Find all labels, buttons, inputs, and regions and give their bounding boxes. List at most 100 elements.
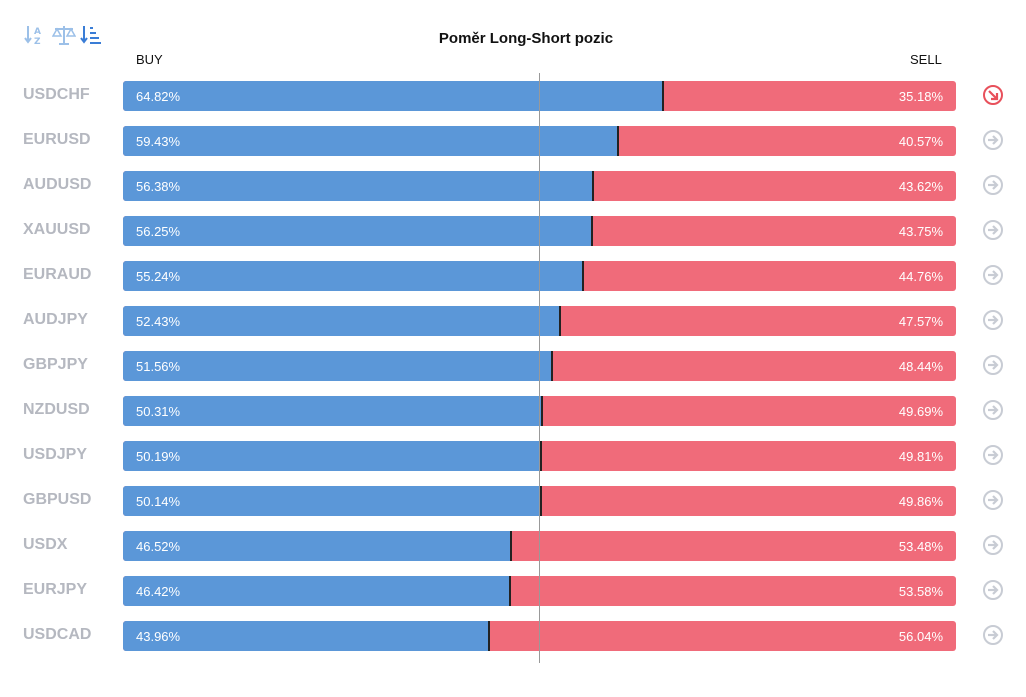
arrow-down-right-icon[interactable]: [982, 84, 1004, 106]
ratio-row[interactable]: XAUUSD 56.25% 43.75%: [0, 215, 1026, 247]
svg-text:A: A: [34, 27, 41, 37]
ratio-row[interactable]: GBPJPY 51.56% 48.44%: [0, 350, 1026, 382]
sell-percent-label: 43.62%: [898, 179, 943, 194]
buy-header-label: BUY: [136, 52, 163, 67]
arrow-right-icon[interactable]: [982, 264, 1004, 286]
ratio-row[interactable]: USDJPY 50.19% 49.81%: [0, 440, 1026, 472]
sell-percent-label: 49.81%: [898, 449, 943, 464]
sell-percent-label: 43.75%: [898, 224, 943, 239]
symbol-label: EURUSD: [23, 131, 91, 148]
ratio-divider: [488, 621, 491, 651]
symbol-label: EURJPY: [23, 581, 88, 598]
buy-segment: [123, 576, 510, 606]
buy-percent-label: 56.25%: [136, 224, 181, 239]
buy-segment: [123, 621, 490, 651]
sell-percent-label: 47.57%: [898, 314, 943, 329]
sell-percent-label: 48.44%: [898, 359, 943, 374]
buy-segment: [123, 126, 619, 156]
arrow-right-icon[interactable]: [982, 489, 1004, 511]
sell-percent-label: 49.86%: [898, 494, 943, 509]
ratio-divider: [590, 216, 593, 246]
buy-percent-label: 46.52%: [136, 539, 181, 554]
ratio-bar: 46.52% 53.48%: [123, 531, 956, 561]
arrow-right-icon[interactable]: [982, 534, 1004, 556]
sell-percent-label: 44.76%: [898, 269, 943, 284]
sell-percent-label: 53.58%: [898, 584, 943, 599]
arrow-right-icon[interactable]: [982, 309, 1004, 331]
buy-segment: [123, 171, 593, 201]
symbol-label: NZDUSD: [23, 401, 90, 418]
sort-alpha-icon[interactable]: A Z: [24, 23, 46, 47]
ratio-divider: [539, 486, 542, 516]
symbol-label: USDJPY: [23, 446, 88, 463]
buy-percent-label: 46.42%: [136, 584, 181, 599]
sell-percent-label: 40.57%: [898, 134, 943, 149]
symbol-label: EURAUD: [23, 266, 92, 283]
ratio-divider: [558, 306, 561, 336]
buy-percent-label: 55.24%: [136, 269, 181, 284]
buy-percent-label: 50.19%: [136, 449, 181, 464]
arrow-right-icon[interactable]: [982, 399, 1004, 421]
ratio-row[interactable]: AUDUSD 56.38% 43.62%: [0, 170, 1026, 202]
ratio-row[interactable]: EURAUD 55.24% 44.76%: [0, 260, 1026, 292]
symbol-label: GBPUSD: [23, 491, 92, 508]
ratio-row[interactable]: GBPUSD 50.14% 49.86%: [0, 485, 1026, 517]
buy-segment: [123, 261, 584, 291]
symbol-label: GBPJPY: [23, 356, 88, 373]
ratio-row[interactable]: USDCAD 43.96% 56.04%: [0, 620, 1026, 652]
arrow-right-icon[interactable]: [982, 579, 1004, 601]
symbol-label: USDCAD: [23, 626, 92, 643]
sell-header-label: SELL: [910, 52, 942, 67]
buy-percent-label: 50.14%: [136, 494, 181, 509]
ratio-divider: [551, 351, 554, 381]
buy-segment: [123, 81, 663, 111]
ratio-divider: [582, 261, 585, 291]
arrow-right-icon[interactable]: [982, 174, 1004, 196]
symbol-label: USDX: [23, 536, 68, 553]
buy-percent-label: 50.31%: [136, 404, 181, 419]
sort-toolbar: A Z: [24, 23, 102, 47]
symbol-label: USDCHF: [23, 86, 90, 103]
ratio-divider: [617, 126, 620, 156]
symbol-label: XAUUSD: [23, 221, 91, 238]
sell-percent-label: 49.69%: [898, 404, 943, 419]
sell-percent-label: 53.48%: [898, 539, 943, 554]
svg-text:Z: Z: [34, 37, 41, 47]
arrow-right-icon[interactable]: [982, 354, 1004, 376]
sell-percent-label: 56.04%: [898, 629, 943, 644]
ratio-divider: [540, 441, 543, 471]
buy-segment: [123, 396, 543, 426]
buy-segment: [123, 486, 541, 516]
arrow-right-icon[interactable]: [982, 219, 1004, 241]
sort-amount-icon[interactable]: [80, 23, 102, 47]
buy-percent-label: 52.43%: [136, 314, 181, 329]
symbol-label: AUDJPY: [23, 311, 88, 328]
ratio-divider: [661, 81, 664, 111]
sell-percent-label: 35.18%: [898, 89, 943, 104]
buy-percent-label: 51.56%: [136, 359, 181, 374]
buy-segment: [123, 216, 592, 246]
ratio-row[interactable]: EURJPY 46.42% 53.58%: [0, 575, 1026, 607]
buy-percent-label: 43.96%: [136, 629, 181, 644]
buy-segment: [123, 531, 511, 561]
arrow-right-icon[interactable]: [982, 624, 1004, 646]
ratio-divider: [509, 531, 512, 561]
buy-percent-label: 56.38%: [136, 179, 181, 194]
ratio-row[interactable]: NZDUSD 50.31% 49.69%: [0, 395, 1026, 427]
ratio-row[interactable]: EURUSD 59.43% 40.57%: [0, 125, 1026, 157]
buy-segment: [123, 306, 560, 336]
chart-title: Poměr Long-Short pozic: [438, 30, 614, 47]
arrow-right-icon[interactable]: [982, 444, 1004, 466]
buy-percent-label: 59.43%: [136, 134, 181, 149]
balance-scale-icon[interactable]: [51, 23, 77, 47]
ratio-row[interactable]: USDCHF 64.82% 35.18%: [0, 80, 1026, 112]
ratio-divider: [591, 171, 594, 201]
ratio-row[interactable]: USDX 46.52% 53.48%: [0, 530, 1026, 562]
arrow-right-icon[interactable]: [982, 129, 1004, 151]
ratio-row[interactable]: AUDJPY 52.43% 47.57%: [0, 305, 1026, 337]
symbol-label: AUDUSD: [23, 176, 92, 193]
ratio-divider: [508, 576, 511, 606]
buy-segment: [123, 441, 542, 471]
buy-percent-label: 64.82%: [136, 89, 181, 104]
